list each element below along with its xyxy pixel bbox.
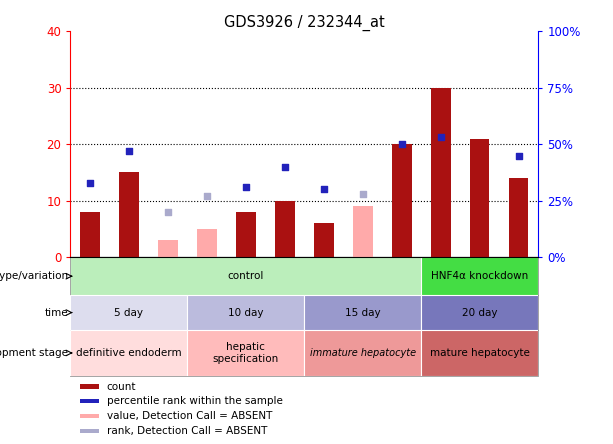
Text: count: count (107, 381, 136, 392)
Text: 20 day: 20 day (462, 308, 498, 317)
Bar (421, 295, 538, 330)
Bar (80, 429, 99, 433)
Text: genotype/variation: genotype/variation (0, 271, 68, 281)
Bar (431, 87, 451, 258)
Bar (353, 206, 373, 258)
Point (280, 163, 290, 170)
Text: rank, Detection Call = ABSENT: rank, Detection Call = ABSENT (107, 426, 267, 436)
Text: 5 day: 5 day (115, 308, 143, 317)
Bar (421, 258, 538, 295)
Bar (509, 178, 528, 258)
Bar (305, 330, 421, 376)
Point (85, 179, 95, 186)
Point (319, 186, 329, 193)
Text: 15 day: 15 day (345, 308, 381, 317)
Text: time: time (45, 308, 68, 317)
Bar (236, 212, 256, 258)
Bar (80, 399, 99, 404)
Bar (305, 295, 421, 330)
Bar (188, 295, 305, 330)
Text: control: control (227, 271, 264, 281)
Point (397, 141, 406, 148)
Text: development stage: development stage (0, 348, 68, 358)
Bar (470, 139, 490, 258)
Text: mature hepatocyte: mature hepatocyte (430, 348, 530, 358)
Bar (275, 201, 295, 258)
Point (163, 209, 173, 216)
Text: 10 day: 10 day (228, 308, 264, 317)
Text: hepatic
specification: hepatic specification (213, 342, 279, 364)
Bar (70, 330, 188, 376)
Bar (80, 414, 99, 418)
Point (358, 190, 368, 198)
Title: GDS3926 / 232344_at: GDS3926 / 232344_at (224, 15, 385, 31)
Bar (197, 229, 216, 258)
Point (124, 147, 134, 155)
Text: value, Detection Call = ABSENT: value, Detection Call = ABSENT (107, 411, 272, 421)
Bar (119, 172, 139, 258)
Text: immature hepatocyte: immature hepatocyte (310, 348, 416, 358)
Text: definitive endoderm: definitive endoderm (76, 348, 182, 358)
Bar (188, 330, 305, 376)
Bar (70, 258, 421, 295)
Point (241, 184, 251, 191)
Text: HNF4α knockdown: HNF4α knockdown (431, 271, 528, 281)
Bar (392, 144, 411, 258)
Point (202, 193, 212, 200)
Bar (80, 212, 100, 258)
Bar (314, 223, 333, 258)
Text: percentile rank within the sample: percentile rank within the sample (107, 396, 283, 406)
Bar (421, 330, 538, 376)
Bar (80, 385, 99, 388)
Bar (70, 295, 188, 330)
Bar (158, 240, 178, 258)
Point (436, 134, 446, 141)
Point (514, 152, 524, 159)
